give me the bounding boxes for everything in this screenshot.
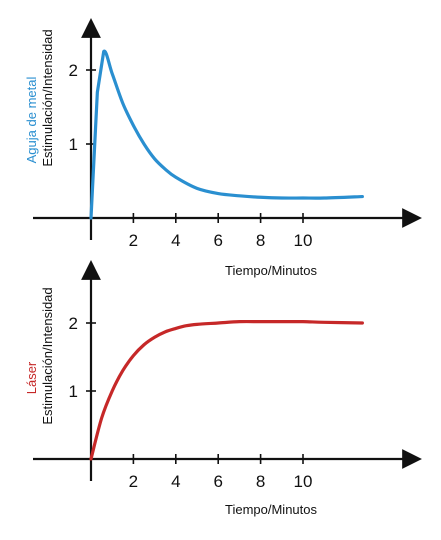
x-tick-label: 10 <box>294 231 313 250</box>
x-axis-label: Tiempo/Minutos <box>225 502 317 517</box>
x-tick-label: 4 <box>171 472 180 491</box>
series-label: Láser <box>24 361 39 394</box>
x-tick-label: 4 <box>171 231 180 250</box>
series-label: Aguja de metal <box>24 77 39 164</box>
x-tick-label: 6 <box>213 231 222 250</box>
x-tick-label: 8 <box>256 472 265 491</box>
series-line <box>89 49 364 220</box>
x-tick-label: 10 <box>294 472 313 491</box>
y-tick-label: 2 <box>69 61 78 80</box>
x-tick-label: 6 <box>213 472 222 491</box>
y-tick-label: 2 <box>69 314 78 333</box>
y-tick-label: 1 <box>69 135 78 154</box>
y-axis-label: Estimulación/Intensidad <box>40 287 55 424</box>
x-tick-label: 2 <box>129 231 138 250</box>
x-axis-label: Tiempo/Minutos <box>225 263 317 278</box>
x-tick-label: 8 <box>256 231 265 250</box>
y-axis-label: Estimulación/Intensidad <box>40 29 55 166</box>
x-tick-label: 2 <box>129 472 138 491</box>
y-tick-label: 1 <box>69 382 78 401</box>
series-line <box>89 319 364 461</box>
